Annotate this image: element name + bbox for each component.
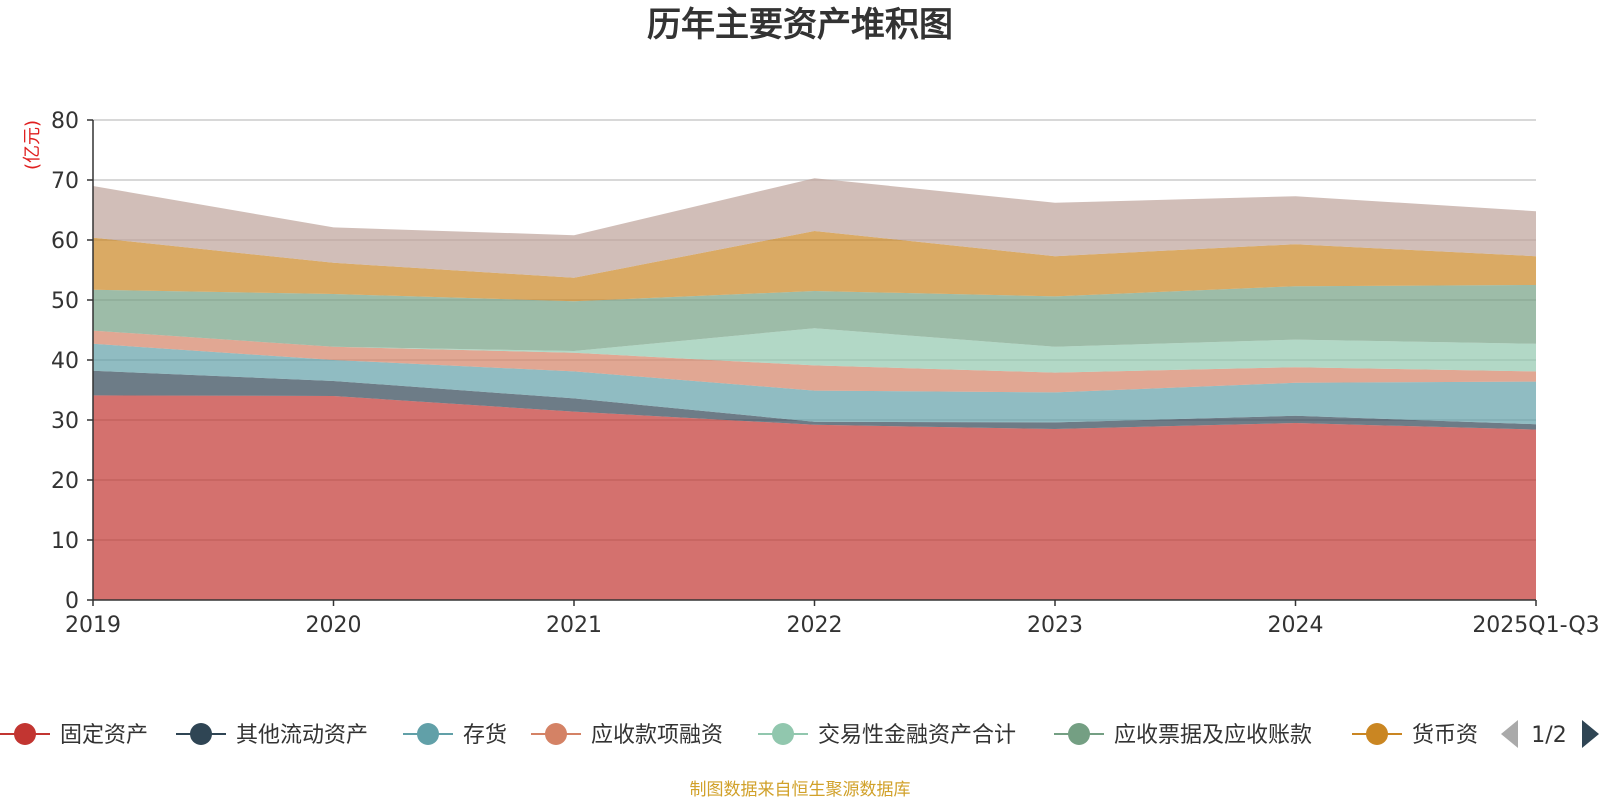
area-series-3 xyxy=(93,330,1536,393)
legend-marker-icon xyxy=(1068,723,1090,745)
x-tick-label: 2020 xyxy=(306,613,362,638)
legend-item-2[interactable]: 存货 xyxy=(403,723,507,748)
y-tick-label: 50 xyxy=(51,289,79,314)
area-series-1 xyxy=(93,370,1536,430)
legend-pager: 1/2 xyxy=(1501,720,1599,748)
legend-page-indicator: 1/2 xyxy=(1531,723,1566,748)
legend-label: 交易性金融资产合计 xyxy=(818,723,1016,748)
x-tick-label: 2019 xyxy=(65,613,121,638)
y-tick-label: 60 xyxy=(51,229,79,254)
legend-item-6[interactable]: 货币资 xyxy=(1352,723,1478,748)
area-series-6 xyxy=(93,231,1536,302)
y-axis-unit-label: (亿元) xyxy=(22,120,43,170)
legend-marker-icon xyxy=(417,723,439,745)
legend-marker-icon xyxy=(1366,723,1388,745)
legend-label: 固定资产 xyxy=(60,723,148,748)
legend-label: 存货 xyxy=(463,723,507,748)
area-series-4 xyxy=(93,328,1536,373)
y-tick-label: 40 xyxy=(51,349,79,374)
area-series-group xyxy=(93,178,1536,600)
y-tick-label: 80 xyxy=(51,109,79,134)
legend-next-page-icon[interactable] xyxy=(1582,720,1599,748)
y-tick-label: 20 xyxy=(51,469,79,494)
y-tick-label: 70 xyxy=(51,169,79,194)
legend-item-5[interactable]: 应收票据及应收账款 xyxy=(1054,723,1312,748)
legend-item-4[interactable]: 交易性金融资产合计 xyxy=(758,723,1016,748)
area-series-5 xyxy=(93,285,1536,351)
axes xyxy=(87,119,1537,606)
chart-title: 历年主要资产堆积图 xyxy=(647,5,953,45)
y-tick-label: 10 xyxy=(51,529,79,554)
y-axis-tick-labels: 0 10 20 30 40 50 60 70 80 xyxy=(51,109,79,614)
legend-item-3[interactable]: 应收款项融资 xyxy=(531,723,723,748)
x-tick-label: 2021 xyxy=(546,613,602,638)
legend-label: 货币资 xyxy=(1412,723,1478,748)
x-tick-label: 2024 xyxy=(1268,613,1324,638)
legend-label: 应收票据及应收账款 xyxy=(1114,723,1312,748)
legend-marker-icon xyxy=(190,723,212,745)
x-tick-label: 2022 xyxy=(787,613,843,638)
legend-label: 应收款项融资 xyxy=(591,723,723,748)
legend: 固定资产 其他流动资产 存货 应收款项融资 交易性金融资产合计 应收票据及应收账款 货币资 xyxy=(0,723,1478,748)
data-source-note: 制图数据来自恒生聚源数据库 xyxy=(690,780,911,800)
legend-item-0[interactable]: 固定资产 xyxy=(0,723,148,748)
legend-marker-icon xyxy=(545,723,567,745)
legend-marker-icon xyxy=(14,723,36,745)
legend-item-1[interactable]: 其他流动资产 xyxy=(176,723,368,748)
x-tick-label: 2025Q1-Q3 xyxy=(1472,613,1599,638)
x-tick-label: 2023 xyxy=(1027,613,1083,638)
y-tick-label: 0 xyxy=(65,589,79,614)
legend-prev-page-icon[interactable] xyxy=(1501,720,1518,748)
x-axis-tick-labels: 2019 2020 2021 2022 2023 2024 2025Q1-Q3 xyxy=(65,613,1600,638)
area-series-2 xyxy=(93,343,1536,425)
legend-label: 其他流动资产 xyxy=(236,723,368,748)
legend-marker-icon xyxy=(772,723,794,745)
area-series-7 xyxy=(93,178,1536,278)
area-series-0 xyxy=(93,395,1536,600)
y-tick-label: 30 xyxy=(51,409,79,434)
